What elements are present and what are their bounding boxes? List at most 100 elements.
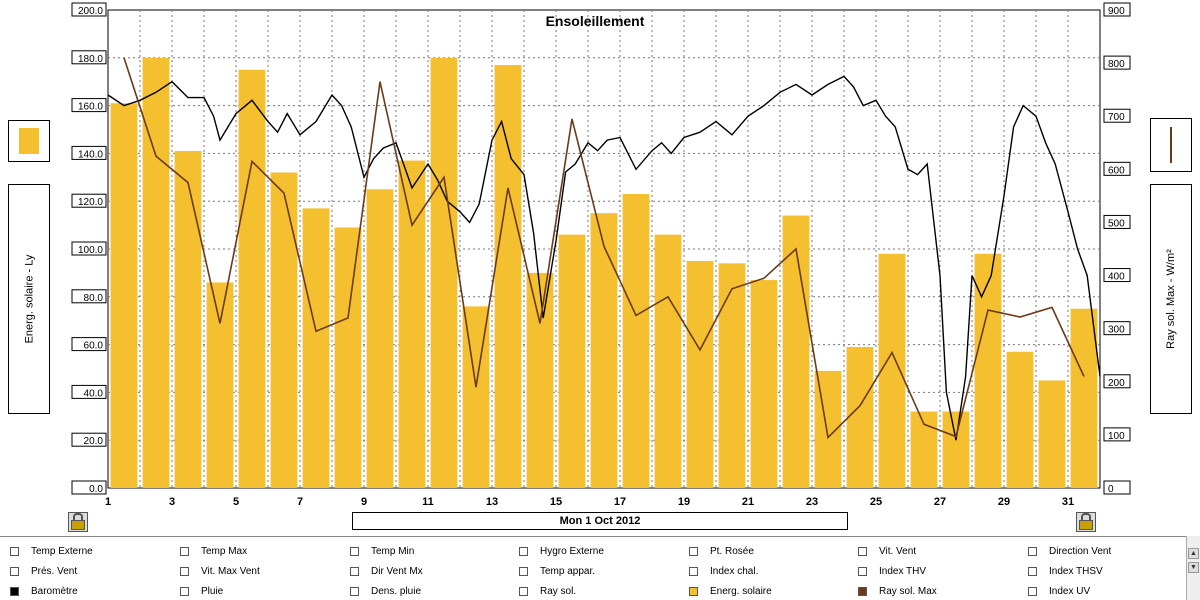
y-tick-box: [71, 98, 107, 113]
y-tick-label: 60.0: [84, 341, 104, 352]
legend-checkbox[interactable]: [519, 546, 528, 556]
bar-energ-solaire: [526, 272, 554, 488]
x-tick-label: 31: [1062, 496, 1074, 508]
legend-item[interactable]: Index chal.: [689, 563, 758, 579]
y2-tick-label: 500: [1108, 218, 1125, 229]
legend-checkbox[interactable]: [1028, 586, 1037, 596]
y2-tick-box: [1103, 161, 1131, 176]
legend-item[interactable]: Temp Externe: [10, 543, 93, 559]
legend-checkbox[interactable]: [180, 586, 189, 596]
legend-item[interactable]: Pt. Rosée: [689, 543, 754, 559]
legend-label: Temp Externe: [31, 545, 93, 557]
legend-checkbox[interactable]: [180, 566, 189, 576]
line-ray-sol-max: [123, 57, 1085, 440]
series-legend: Temp Externe Temp Max Temp Min Hygro Extern…: [0, 536, 1186, 600]
legend-label: Pt. Rosée: [710, 545, 754, 557]
y2-tick-box: [1103, 268, 1131, 283]
bar-energ-solaire: [462, 306, 490, 488]
bar-energ-solaire: [942, 411, 970, 488]
y2-tick-label: 200: [1108, 378, 1125, 389]
legend-item[interactable]: Temp Min: [350, 543, 414, 559]
legend-checkbox[interactable]: [1028, 546, 1037, 556]
legend-item[interactable]: Temp appar.: [519, 563, 595, 579]
legend-checkbox[interactable]: [10, 586, 19, 596]
y-tick-box: [71, 480, 107, 495]
legend-label: Energ. solaire: [710, 585, 772, 597]
bar-energ-solaire: [110, 103, 138, 489]
legend-checkbox[interactable]: [10, 566, 19, 576]
bar-energ-solaire: [430, 57, 458, 489]
legend-item[interactable]: Baromètre: [10, 583, 78, 599]
bar-energ-solaire: [238, 69, 266, 488]
legend-item[interactable]: Temp Max: [180, 543, 247, 559]
x-tick-label: 21: [742, 496, 754, 508]
legend-checkbox[interactable]: [858, 566, 867, 576]
legend-item[interactable]: Dir Vent Mx: [350, 563, 423, 579]
y2-tick-box: [1103, 321, 1131, 336]
legend-checkbox[interactable]: [858, 586, 867, 596]
legend-label: Pluie: [201, 585, 224, 597]
legend-item[interactable]: Prés. Vent: [10, 563, 77, 579]
legend-checkbox[interactable]: [350, 546, 359, 556]
legend-label: Index chal.: [710, 565, 759, 577]
legend-checkbox[interactable]: [858, 546, 867, 556]
legend-checkbox[interactable]: [689, 546, 698, 556]
legend-checkbox[interactable]: [10, 546, 19, 556]
legend-item[interactable]: Index THV: [858, 563, 926, 579]
legend-item[interactable]: Vit. Vent: [858, 543, 916, 559]
legend-item[interactable]: Vit. Max Vent: [180, 563, 260, 579]
legend-item[interactable]: Ray sol.: [519, 583, 576, 599]
bar-energ-solaire: [142, 57, 170, 489]
y2-tick-box: [1103, 214, 1131, 229]
scroll-down-icon[interactable]: ▼: [1188, 562, 1199, 573]
bar-energ-solaire: [334, 227, 362, 489]
y-tick-box: [71, 50, 107, 65]
legend-checkbox[interactable]: [350, 566, 359, 576]
y2-tick-label: 0: [1108, 484, 1114, 495]
date-range-bar[interactable]: Mon 1 Oct 2012: [352, 512, 848, 530]
legend-item[interactable]: Energ. solaire: [689, 583, 772, 599]
right-axis-label-box: Ray sol. Max - W/m²: [1150, 184, 1192, 414]
bar-energ-solaire: [1070, 308, 1098, 488]
legend-item[interactable]: Direction Vent: [1028, 543, 1111, 559]
y2-tick-box: [1103, 108, 1131, 123]
legend-checkbox[interactable]: [689, 566, 698, 576]
y-tick-label: 0.0: [89, 484, 103, 495]
bar-energ-solaire: [206, 282, 234, 488]
legend-checkbox[interactable]: [1028, 566, 1037, 576]
legend-checkbox[interactable]: [519, 586, 528, 596]
x-tick-label: 13: [486, 496, 498, 508]
x-tick-label: 11: [422, 496, 434, 508]
right-lock-icon[interactable]: [1076, 512, 1096, 532]
y2-tick-box: [1103, 374, 1131, 389]
scroll-up-icon[interactable]: ▲: [1188, 548, 1199, 559]
ticks: 0.0 20.0 40.0 60.0 80.0 100.0 120.0 140.0 160.0 1…: [71, 2, 1131, 508]
legend-item[interactable]: Hygro Externe: [519, 543, 604, 559]
bar-energ-solaire: [174, 151, 202, 488]
legend-item[interactable]: Index THSV: [1028, 563, 1103, 579]
x-tick-label: 7: [297, 496, 303, 508]
legend-scrollbar[interactable]: ▲ ▼: [1186, 536, 1200, 600]
y2-tick-label: 600: [1108, 165, 1125, 176]
left-axis-label-box: Energ. solaire - Ly: [8, 184, 50, 414]
legend-checkbox[interactable]: [350, 586, 359, 596]
legend-item[interactable]: Ray sol. Max: [858, 583, 937, 599]
legend-label: Vit. Max Vent: [201, 565, 260, 577]
bar-energ-solaire: [1038, 380, 1066, 488]
left-lock-icon[interactable]: [68, 512, 88, 532]
bar-energ-solaire: [622, 194, 650, 488]
y-tick-box: [71, 432, 107, 447]
legend-item[interactable]: Dens. pluie: [350, 583, 421, 599]
y-tick-box: [71, 337, 107, 352]
x-tick-label: 9: [361, 496, 367, 508]
chart-canvas: 0.0 20.0 40.0 60.0 80.0 100.0 120.0 140.0 160.0 1…: [71, 2, 1131, 508]
y-tick-box: [71, 241, 107, 256]
legend-checkbox[interactable]: [519, 566, 528, 576]
legend-checkbox[interactable]: [180, 546, 189, 556]
legend-checkbox[interactable]: [689, 586, 698, 596]
y-tick-box: [71, 384, 107, 399]
legend-item[interactable]: Index UV: [1028, 583, 1090, 599]
right-series-swatch-box[interactable]: [1150, 118, 1192, 172]
left-series-swatch-box[interactable]: [8, 120, 50, 162]
legend-item[interactable]: Pluie: [180, 583, 223, 599]
